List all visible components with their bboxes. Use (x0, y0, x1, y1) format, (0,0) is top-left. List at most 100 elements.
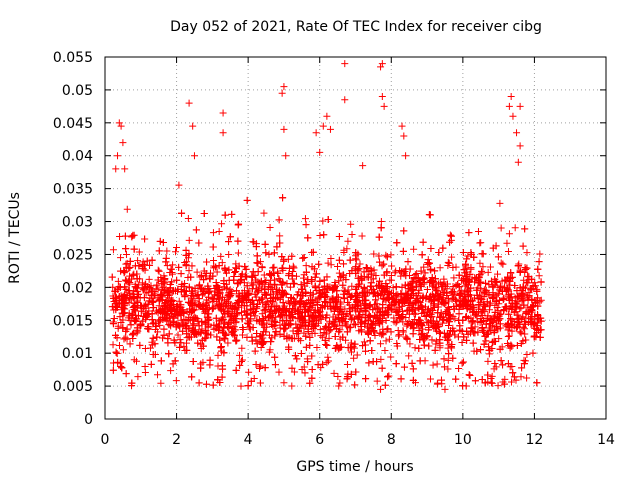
data-point (342, 276, 350, 284)
data-point (228, 309, 236, 317)
data-point (434, 303, 442, 311)
data-point (320, 231, 328, 239)
data-point (473, 347, 481, 355)
data-point (258, 310, 266, 318)
data-point (354, 314, 362, 322)
data-point (482, 337, 490, 345)
data-point (369, 357, 377, 365)
data-point (460, 358, 468, 366)
data-point (505, 310, 513, 318)
data-point (466, 305, 474, 313)
data-point (515, 314, 523, 322)
data-point (279, 317, 287, 325)
data-point (245, 323, 253, 331)
data-point (154, 371, 162, 379)
data-point (267, 311, 275, 319)
data-point (119, 346, 127, 354)
data-point (449, 354, 457, 362)
data-point (451, 331, 459, 339)
data-point (534, 311, 542, 319)
data-point (494, 382, 502, 390)
data-point (396, 267, 404, 275)
data-point (308, 329, 316, 337)
data-point (412, 299, 420, 307)
data-point (262, 301, 270, 309)
data-point (270, 306, 278, 314)
data-point (156, 321, 164, 329)
data-point (512, 376, 520, 384)
data-point (405, 352, 413, 360)
data-point (212, 278, 220, 286)
data-point (172, 377, 180, 385)
data-point (121, 276, 129, 284)
data-point (202, 380, 210, 388)
data-point (378, 364, 386, 372)
data-point (298, 318, 306, 326)
data-point (217, 252, 225, 260)
data-point (253, 259, 261, 267)
data-point (362, 263, 370, 271)
data-point (420, 341, 428, 349)
data-point (537, 326, 545, 334)
data-point (291, 352, 299, 360)
data-point (238, 308, 246, 316)
data-point (426, 317, 434, 325)
data-point (177, 301, 185, 309)
data-point (134, 257, 142, 265)
data-point (473, 291, 481, 299)
data-point (466, 371, 474, 379)
data-point (447, 232, 455, 240)
data-point (385, 372, 393, 380)
data-point (452, 375, 460, 383)
data-point (109, 341, 117, 349)
data-point (134, 373, 142, 381)
data-point (118, 309, 126, 317)
data-point (261, 278, 269, 286)
data-point (409, 330, 417, 338)
data-point (238, 331, 246, 339)
data-point (289, 327, 297, 335)
data-point (393, 342, 401, 350)
data-point (301, 312, 309, 320)
data-point (324, 259, 332, 267)
data-point (166, 317, 174, 325)
data-point (122, 260, 130, 268)
data-point (362, 347, 370, 355)
data-point (420, 280, 428, 288)
data-point (476, 319, 484, 327)
data-point (265, 283, 273, 291)
data-point (119, 324, 127, 332)
data-point (356, 260, 364, 268)
data-point (253, 288, 261, 296)
data-point (236, 351, 244, 359)
data-point (275, 368, 283, 376)
data-point (371, 332, 379, 340)
data-point (436, 313, 444, 321)
data-point (141, 369, 149, 377)
data-point (139, 260, 147, 268)
data-point (233, 336, 241, 344)
data-point (420, 263, 428, 271)
data-point (420, 336, 428, 344)
data-point (272, 328, 280, 336)
data-point (507, 269, 515, 277)
data-point (154, 266, 162, 274)
data-point (213, 333, 221, 341)
data-point (252, 285, 260, 293)
data-point (147, 360, 155, 368)
data-point (521, 225, 529, 233)
data-point (123, 325, 131, 333)
data-point (275, 216, 283, 224)
data-point (340, 260, 348, 268)
data-point (446, 311, 454, 319)
data-point (151, 340, 159, 348)
data-point (221, 319, 229, 327)
grid-lines (105, 57, 606, 419)
data-point (513, 287, 521, 295)
data-point (369, 318, 377, 326)
data-point (279, 299, 287, 307)
data-point (433, 380, 441, 388)
data-point (465, 229, 473, 237)
data-point (210, 295, 218, 303)
data-point (376, 277, 384, 285)
